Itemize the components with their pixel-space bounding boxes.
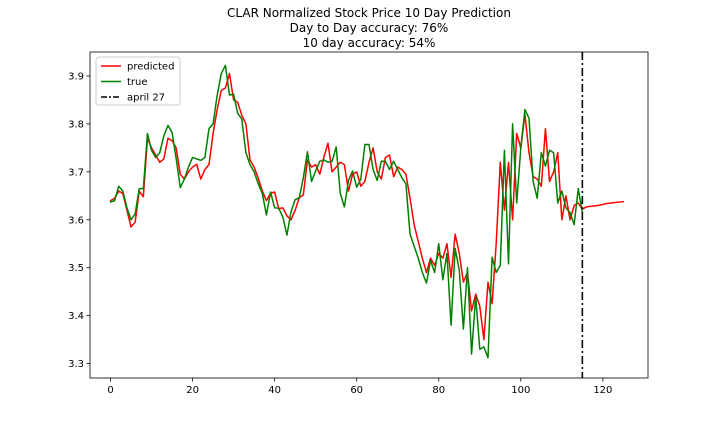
- legend-label: april 27: [127, 93, 165, 104]
- legend-label: true: [127, 77, 148, 88]
- title-line-1: CLAR Normalized Stock Price 10 Day Predi…: [227, 6, 511, 20]
- y-tick-label: 3.9: [68, 71, 84, 82]
- y-tick-label: 3.7: [68, 167, 84, 178]
- series-line-true: [109, 64, 584, 359]
- plot-frame: [89, 51, 649, 379]
- y-tick-label: 3.5: [68, 263, 84, 274]
- y-tick-label: 3.6: [68, 215, 84, 226]
- legend-box: [95, 56, 181, 106]
- legend: predicted true april 27: [95, 56, 181, 106]
- legend-label: predicted: [127, 62, 174, 73]
- y-axis: 3.3 3.4 3.5 3.6 3.7 3.8 3.9: [68, 71, 90, 370]
- x-tick-label: 40: [268, 385, 281, 396]
- x-tick-label: 100: [511, 385, 530, 396]
- series-line-predicted: [109, 72, 625, 341]
- chart-title: CLAR Normalized Stock Price 10 Day Predi…: [227, 6, 511, 50]
- y-tick-label: 3.4: [68, 311, 84, 322]
- y-tick-label: 3.8: [68, 119, 84, 130]
- y-tick-label: 3.3: [68, 359, 84, 370]
- x-tick-label: 80: [432, 385, 445, 396]
- x-tick-label: 0: [107, 385, 113, 396]
- x-tick-label: 60: [350, 385, 363, 396]
- x-tick-label: 120: [593, 385, 612, 396]
- plot-series: [109, 64, 625, 359]
- x-tick-label: 20: [186, 385, 199, 396]
- title-line-2: Day to Day accuracy: 76%: [290, 21, 449, 35]
- title-line-3: 10 day accuracy: 54%: [303, 36, 436, 50]
- x-axis: 0 20 40 60 80 100 120: [107, 378, 612, 396]
